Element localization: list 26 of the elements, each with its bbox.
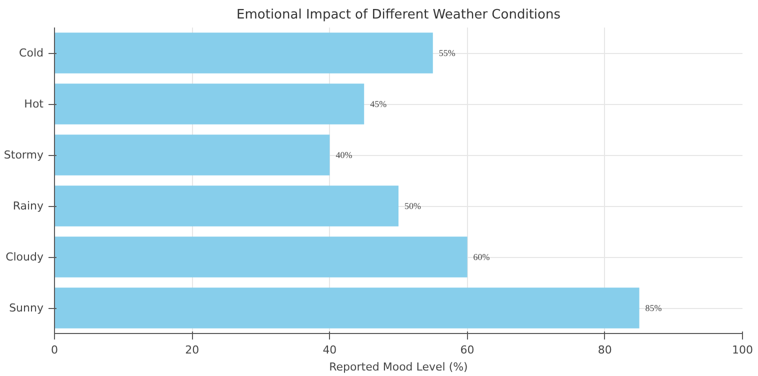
x-tick-label: 40 xyxy=(322,344,337,356)
bar xyxy=(54,236,468,278)
x-tick-label: 100 xyxy=(732,344,753,356)
y-tick-label: Sunny xyxy=(9,302,44,314)
bar xyxy=(54,288,640,328)
x-tick-label: 0 xyxy=(51,344,58,356)
bar xyxy=(54,134,330,176)
data-label: 45% xyxy=(370,99,388,109)
data-label: 50% xyxy=(404,201,422,211)
data-label: 40% xyxy=(336,150,353,160)
x-tick-label: 60 xyxy=(460,344,474,356)
y-tick-label: Cloudy xyxy=(6,250,44,264)
x-axis-title: Reported Mood Level (%) xyxy=(329,360,468,374)
bar xyxy=(54,186,398,226)
y-tick-label: Stormy xyxy=(4,148,44,162)
y-tick-label: Hot xyxy=(24,98,44,110)
bar xyxy=(54,32,433,74)
y-tick-label: Rainy xyxy=(12,200,44,212)
y-tick-label: Cold xyxy=(19,46,44,60)
chart-title: Emotional Impact of Different Weather Conditions xyxy=(236,8,561,22)
data-label: 60% xyxy=(473,252,490,262)
bar xyxy=(54,84,364,124)
data-label: 85% xyxy=(645,303,662,313)
x-tick-label: 20 xyxy=(185,344,200,356)
x-tick-label: 80 xyxy=(598,344,612,356)
data-label: 55% xyxy=(438,48,456,58)
